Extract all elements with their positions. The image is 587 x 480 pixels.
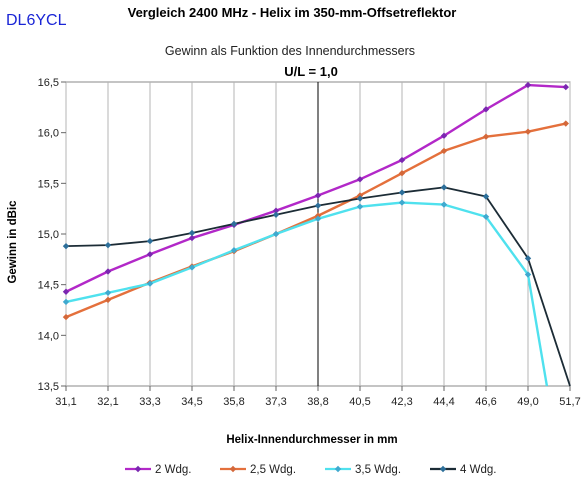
data-point bbox=[440, 147, 448, 155]
y-tick-label: 15,0 bbox=[38, 229, 59, 241]
y-tick-label: 15,5 bbox=[38, 178, 59, 190]
data-point bbox=[104, 296, 112, 304]
x-tick-label: 38,8 bbox=[307, 396, 328, 408]
legend-marker bbox=[134, 465, 142, 473]
legend-label: 4 Wdg. bbox=[460, 464, 496, 476]
data-point bbox=[188, 264, 196, 271]
legend: 2 Wdg. 2,5 Wdg. 3,5 Wdg. 4 Wdg. bbox=[125, 464, 496, 476]
x-tick-label: 35,8 bbox=[223, 396, 244, 408]
data-point bbox=[482, 193, 490, 200]
data-point bbox=[188, 229, 196, 237]
series-line bbox=[65, 83, 566, 293]
legend-item: 2,5 Wdg. bbox=[220, 464, 296, 476]
data-point bbox=[314, 192, 322, 199]
x-tick-label: 37,3 bbox=[265, 396, 286, 408]
data-point bbox=[272, 207, 280, 214]
data-point bbox=[272, 230, 280, 238]
x-tick-label: 40,5 bbox=[349, 396, 370, 408]
y-tick-label: 16,5 bbox=[38, 77, 59, 89]
y-tick-label: 14,5 bbox=[38, 280, 59, 292]
data-point bbox=[524, 128, 532, 135]
data-point bbox=[272, 211, 280, 218]
data-point bbox=[562, 83, 569, 91]
data-point bbox=[482, 133, 490, 140]
data-point bbox=[314, 202, 322, 209]
data-point bbox=[440, 201, 448, 208]
legend-item: 2 Wdg. bbox=[125, 464, 191, 476]
data-point bbox=[146, 280, 154, 287]
y-tick-label: 14,0 bbox=[38, 330, 59, 342]
data-point bbox=[524, 81, 532, 89]
data-point bbox=[62, 298, 70, 306]
series-line bbox=[65, 201, 549, 387]
data-point bbox=[146, 251, 154, 258]
data-point bbox=[356, 203, 364, 210]
legend-marker bbox=[334, 465, 342, 473]
series-4-wdg bbox=[62, 184, 571, 387]
legend-label: 2,5 Wdg. bbox=[250, 464, 296, 476]
data-point bbox=[398, 170, 406, 177]
legend-item: 4 Wdg. bbox=[430, 464, 496, 476]
data-point bbox=[188, 234, 196, 242]
data-point bbox=[482, 106, 490, 113]
data-point bbox=[398, 189, 406, 196]
x-tick-label: 42,3 bbox=[391, 396, 412, 408]
x-tick-labels: 31,1 32,1 33,3 34,5 35,8 37,3 38,8 40,5 42,3 44,4… bbox=[55, 396, 580, 408]
x-tick-label: 32,1 bbox=[97, 396, 118, 408]
x-tick-label: 33,3 bbox=[139, 396, 160, 408]
legend-label: 2 Wdg. bbox=[155, 464, 191, 476]
x-tick-label: 46,6 bbox=[475, 396, 496, 408]
chart-title: Vergleich 2400 MHz - Helix im 350-mm-Off… bbox=[128, 5, 457, 20]
legend-item: 3,5 Wdg. bbox=[325, 464, 401, 476]
data-point bbox=[104, 289, 112, 296]
series-2-wdg bbox=[62, 81, 569, 295]
data-point bbox=[314, 215, 322, 222]
y-tick-label: 13,5 bbox=[38, 381, 59, 393]
legend-marker bbox=[439, 465, 447, 473]
legend-label: 3,5 Wdg. bbox=[355, 464, 401, 476]
data-point bbox=[104, 241, 112, 249]
data-point bbox=[356, 195, 364, 202]
x-axis-label: Helix-Innendurchmesser in mm bbox=[226, 434, 397, 446]
x-tick-label: 44,4 bbox=[433, 396, 454, 408]
data-point bbox=[482, 213, 490, 220]
data-point bbox=[104, 268, 112, 275]
callsign-label: DL6YCL bbox=[6, 12, 67, 29]
data-point bbox=[62, 288, 70, 295]
grid-lines bbox=[61, 81, 571, 391]
x-tick-label: 31,1 bbox=[55, 396, 76, 408]
data-point bbox=[398, 156, 406, 164]
y-tick-labels: 13,5 14,0 14,5 15,0 15,5 16,0 16,5 bbox=[38, 77, 59, 393]
series-layer bbox=[62, 81, 571, 387]
data-point bbox=[230, 220, 238, 228]
data-point bbox=[524, 271, 532, 278]
x-tick-label: 49,0 bbox=[517, 396, 538, 408]
data-point bbox=[356, 176, 364, 183]
data-point bbox=[146, 237, 154, 245]
data-point bbox=[62, 242, 70, 250]
y-axis-label: Gewinn in dBic bbox=[7, 200, 19, 284]
data-point bbox=[398, 199, 406, 206]
legend-marker bbox=[229, 465, 237, 473]
data-point bbox=[562, 120, 569, 127]
data-point bbox=[524, 255, 532, 262]
x-tick-label: 34,5 bbox=[181, 396, 202, 408]
chart-subtitle: Gewinn als Funktion des Innendurchmesser… bbox=[165, 44, 415, 58]
ratio-annotation: U/L = 1,0 bbox=[284, 64, 338, 79]
x-tick-label: 51,7 bbox=[559, 396, 580, 408]
data-point bbox=[62, 313, 70, 321]
data-point bbox=[440, 184, 448, 191]
data-point bbox=[230, 247, 238, 254]
data-point bbox=[440, 132, 448, 139]
series-3-5-wdg bbox=[62, 199, 549, 387]
y-tick-label: 16,0 bbox=[38, 128, 59, 140]
